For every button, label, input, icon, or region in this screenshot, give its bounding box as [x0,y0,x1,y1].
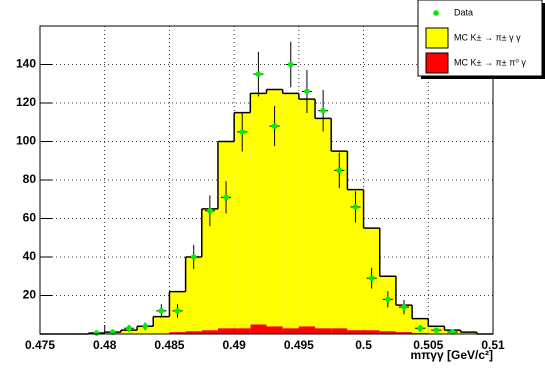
histogram-bar [266,89,283,327]
data-point [352,204,359,210]
frame [39,25,494,335]
x-tick-label: 0.5 [355,338,372,352]
histogram-bar [250,93,267,325]
data-point [433,327,440,333]
histogram-bar [234,112,251,329]
histogram-bar [460,332,477,334]
data-point [190,254,197,260]
data-point [336,167,343,174]
legend: Data MC K± → π± γ γ MC K± → π± π⁰ γ [417,0,545,79]
legend-marker [433,10,439,16]
data-point [304,88,310,95]
x-tick-label: 0.51 [481,338,505,352]
histogram-bar [298,326,316,334]
data-point [320,107,326,114]
histogram-bar [315,118,332,329]
data-point [142,323,148,330]
data-point [110,329,116,335]
histogram-bar [153,316,170,334]
data-point [93,330,100,336]
data-point [449,329,456,335]
data-point [385,296,391,303]
data-point [401,304,407,310]
x-tick-label: 0.475 [25,338,55,352]
histogram-bar [347,330,364,334]
histogram-bar [315,328,332,334]
data-point [207,208,213,214]
y-tick-label: 60 [23,211,37,225]
data-point [271,123,278,129]
y-tick-label: 100 [16,134,36,148]
y-tick-label: 120 [16,95,36,109]
histogram-bar [217,328,235,334]
x-tick-label: 0.48 [93,338,117,352]
legend-label: Data [454,7,473,17]
legend-label: MC K± → π± γ γ [454,32,521,42]
data-point [368,275,375,281]
histogram-bar [266,326,283,334]
histogram-bar [185,257,202,332]
x-tick-label: 0.49 [222,338,246,352]
legend-label: MC K± → π± π⁰ γ [454,57,526,67]
x-tick-label: 0.485 [154,338,184,352]
histogram-bar [282,328,299,334]
x-tick-label: 0.505 [413,338,443,352]
histogram-bar [185,331,202,334]
histogram-bar [234,328,251,334]
histogram-bar [217,141,235,329]
histogram-bar [331,328,348,334]
histogram-bar [201,330,218,334]
data-point [158,308,165,314]
legend-swatch [425,52,449,74]
data-point [255,71,262,77]
histogram-bar [169,332,186,334]
x-axis-label: mπγγ [GeV/c²] [410,348,493,362]
data-point [239,129,246,135]
y-tick-label: 140 [16,57,36,71]
histogram-bar [395,305,413,333]
histogram-bar [363,330,380,334]
y-tick-label: 80 [23,172,37,186]
data-point [223,194,229,201]
histogram-bar [331,151,348,329]
histogram-bar [379,331,396,334]
histogram-bar [298,99,316,327]
y-tick-label: 40 [23,249,37,263]
legend-swatch [425,27,449,49]
data-point [174,308,181,314]
histogram-bar [395,332,413,334]
histogram-bar [282,93,299,329]
y-tick-label: 20 [23,288,37,302]
histogram-bar [120,330,138,334]
histogram-bar [201,208,218,331]
histogram-bar [250,324,267,334]
data-point [417,325,423,332]
x-tick-label: 0.495 [284,338,314,352]
data-point [126,325,132,332]
data-point [287,61,294,68]
histogram-bar [347,189,364,331]
